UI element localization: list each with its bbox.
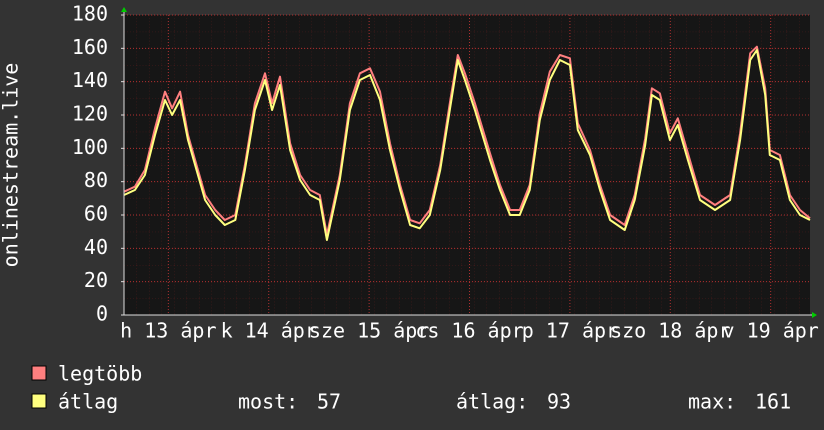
- axis-arrow: [812, 312, 817, 318]
- stat-value: 93: [547, 390, 571, 414]
- y-tick-label: 120: [72, 102, 108, 126]
- y-tick-label: 100: [72, 135, 108, 159]
- x-tick-label: szo 18 ápr: [610, 319, 730, 343]
- stat-value: 57: [317, 390, 341, 414]
- y-tick-label: 180: [72, 2, 108, 26]
- stat-value: 161: [755, 390, 791, 414]
- x-tick-label: cs 16 ápr: [415, 319, 523, 343]
- axis-arrow: [121, 7, 127, 12]
- x-tick-label: v 19 ápr: [723, 319, 819, 343]
- legend-label: legtöbb: [58, 362, 142, 386]
- series-line: [123, 45, 811, 236]
- y-tick-label: 60: [84, 202, 108, 226]
- stat-label: most:: [238, 390, 298, 414]
- series-line: [123, 49, 811, 241]
- x-tick-label: k 14 ápr: [221, 319, 317, 343]
- legend-swatch: [31, 365, 47, 381]
- stat-label: átlag:: [456, 390, 528, 414]
- y-tick-label: 40: [84, 235, 108, 259]
- y-tick-label: 160: [72, 35, 108, 59]
- y-tick-label: 80: [84, 168, 108, 192]
- x-tick-label: sze 15 ápr: [309, 319, 429, 343]
- y-axis-label: onlinestream.live: [0, 63, 23, 268]
- stat-label: max:: [688, 390, 736, 414]
- x-tick-label: p 17 ápr: [522, 319, 618, 343]
- legend-label: átlag: [58, 390, 118, 414]
- minor-grid: [124, 15, 810, 315]
- x-tick-label: h 13 ápr: [120, 319, 216, 343]
- y-tick-label: 140: [72, 68, 108, 92]
- y-tick-label: 20: [84, 268, 108, 292]
- legend-swatch: [31, 393, 47, 409]
- y-tick-label: 0: [96, 302, 108, 326]
